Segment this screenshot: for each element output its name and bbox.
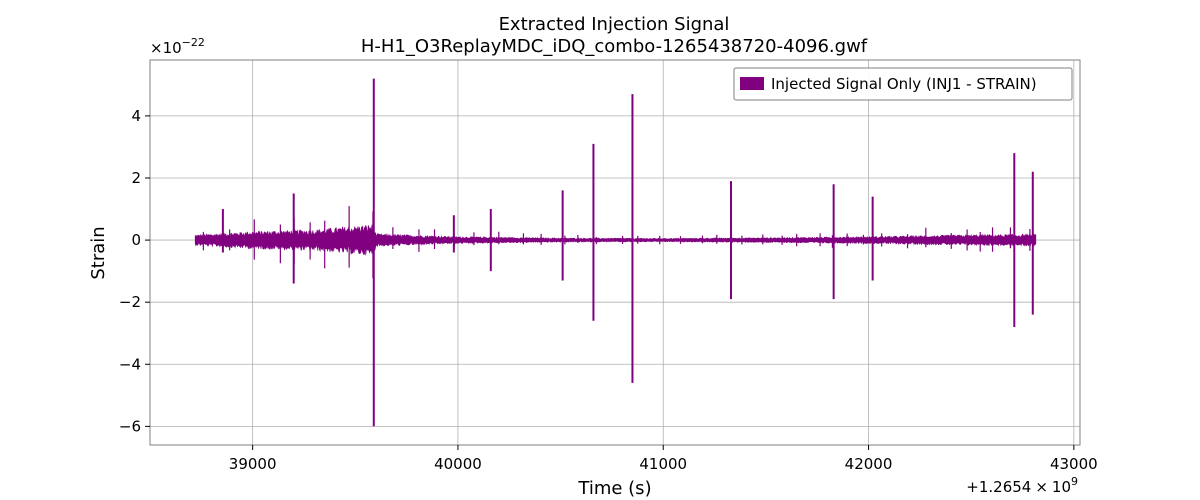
x-offset-base: 10 xyxy=(1052,478,1071,496)
plot-frame xyxy=(149,59,1081,446)
x-offset-indicator: +1.2654 × 109 xyxy=(966,475,1078,496)
x-tick-label: 40000 xyxy=(434,455,482,473)
x-offset-times: × xyxy=(1035,478,1048,496)
y-scale-base: ×10 xyxy=(150,39,182,57)
y-tick-label: −2 xyxy=(119,293,141,311)
y-tick-label: 4 xyxy=(131,107,141,125)
x-tick-label: 43000 xyxy=(1050,455,1098,473)
chart-subtitle: H-H1_O3ReplayMDC_iDQ_combo-1265438720-40… xyxy=(361,36,868,57)
legend-swatch xyxy=(740,77,764,90)
x-tick-label: 41000 xyxy=(639,455,687,473)
plot-background xyxy=(150,60,1080,445)
y-axis-ticks: 4 2 0 −2 −4 −6 xyxy=(119,107,150,435)
y-tick-label: 0 xyxy=(131,231,141,249)
legend-label: Injected Signal Only (INJ1 - STRAIN) xyxy=(771,75,1037,93)
y-scale-multiplier-text: ×10−22 xyxy=(150,36,205,57)
y-tick-label: −4 xyxy=(119,355,141,373)
y-scale-exponent: −22 xyxy=(182,36,205,49)
y-tick-label: −6 xyxy=(119,417,141,435)
x-offset-text: +1.2654 × 109 xyxy=(966,475,1078,496)
series-band xyxy=(194,224,1037,256)
x-axis-label: Time (s) xyxy=(577,478,651,499)
legend-box xyxy=(733,67,1073,101)
x-tick-label: 39000 xyxy=(229,455,277,473)
legend: Injected Signal Only (INJ1 - STRAIN) xyxy=(733,67,1073,101)
y-axis-label: Strain xyxy=(88,226,109,279)
x-tick-label: 42000 xyxy=(845,455,893,473)
x-offset-value: +1.2654 xyxy=(966,478,1031,496)
y-tick-label: 2 xyxy=(131,169,141,187)
plot-area xyxy=(149,59,1081,446)
x-axis-ticks: 39000 40000 41000 42000 43000 xyxy=(229,445,1098,473)
x-offset-exponent: 9 xyxy=(1071,475,1078,488)
series-layer xyxy=(194,78,1037,427)
chart-title: Extracted Injection Signal xyxy=(499,14,730,35)
y-scale-multiplier: ×10−22 xyxy=(150,36,205,57)
